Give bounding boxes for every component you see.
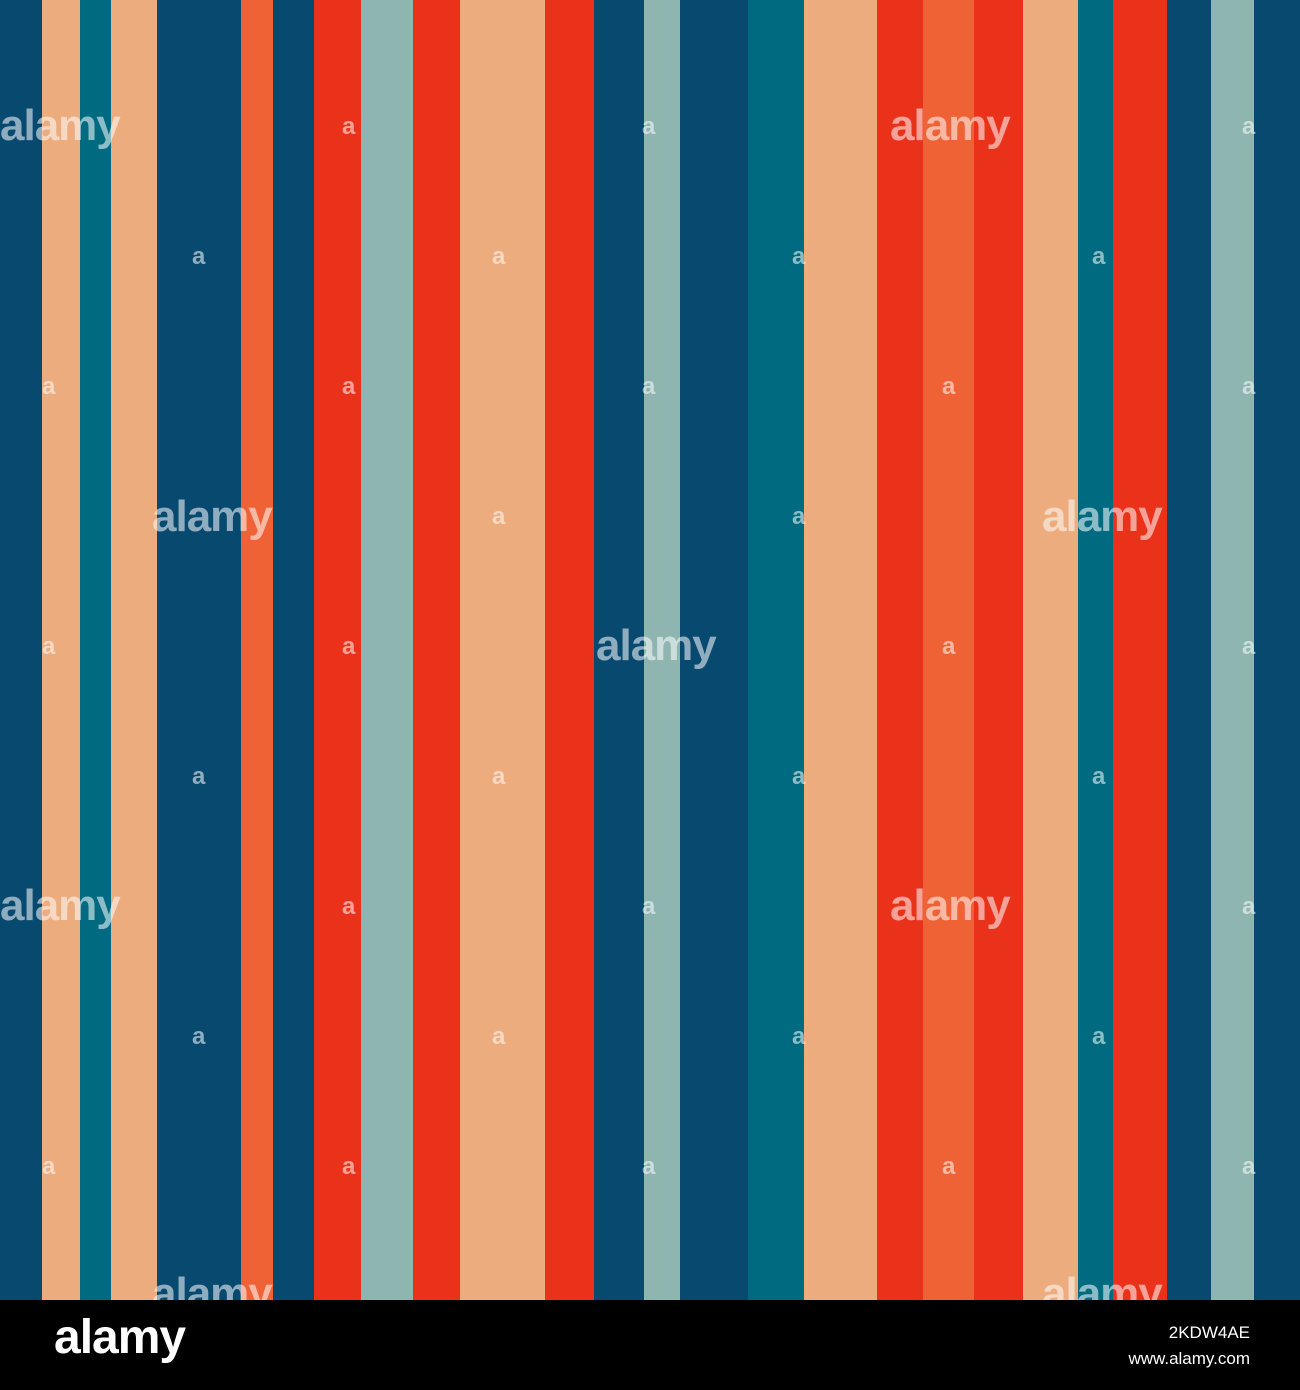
watermark-mark: a	[342, 893, 356, 920]
stripe-navy	[0, 0, 42, 1300]
watermark-mark: a	[642, 113, 656, 140]
watermark-text: alamy	[0, 101, 121, 150]
stripe-orange	[923, 0, 974, 1300]
watermark-mark: a	[792, 243, 806, 270]
watermark-mark: a	[42, 633, 56, 660]
watermark-mark: a	[642, 893, 656, 920]
watermark-mark: a	[342, 633, 356, 660]
stripe-peach	[1023, 0, 1078, 1300]
stripe-red	[545, 0, 594, 1300]
image-id: 2KDW4AE	[1168, 1323, 1250, 1342]
watermark-mark: a	[642, 1153, 656, 1180]
watermark-mark: a	[342, 113, 356, 140]
stripe-peach	[42, 0, 80, 1300]
watermark-mark: a	[1242, 633, 1256, 660]
watermark-mark: a	[1092, 1023, 1106, 1050]
watermark-mark: a	[942, 1153, 956, 1180]
stripe-sage	[1211, 0, 1254, 1300]
watermark-mark: a	[1092, 243, 1106, 270]
watermark-text: alamy	[890, 101, 1011, 150]
stripe-sage	[644, 0, 680, 1300]
watermark-mark: a	[492, 503, 506, 530]
stripe-teal	[80, 0, 111, 1300]
watermark-mark: a	[1092, 763, 1106, 790]
stripe-navy	[1167, 0, 1211, 1300]
watermark-mark: a	[192, 763, 206, 790]
stripe-red	[1113, 0, 1167, 1300]
watermark-mark: a	[1242, 893, 1256, 920]
watermark-text: alamy	[596, 621, 717, 670]
vertical-stripe-pattern	[0, 0, 1300, 1300]
watermark-mark: a	[342, 1153, 356, 1180]
watermark-mark: a	[492, 243, 506, 270]
stripe-teal	[1078, 0, 1113, 1300]
stripe-sage	[361, 0, 413, 1300]
alamy-logo: alamy	[54, 1311, 186, 1364]
watermark-mark: a	[492, 763, 506, 790]
site-url: www.alamy.com	[1128, 1349, 1250, 1368]
watermark-mark: a	[342, 373, 356, 400]
watermark-text: alamy	[1042, 492, 1163, 541]
watermark-mark: a	[942, 633, 956, 660]
watermark-mark: a	[1242, 113, 1256, 140]
stripe-red	[314, 0, 361, 1300]
stripe-peach	[804, 0, 877, 1300]
stripe-navy	[1254, 0, 1300, 1300]
watermark-mark: a	[1242, 1153, 1256, 1180]
watermark-mark: a	[192, 243, 206, 270]
stripe-navy	[594, 0, 644, 1300]
watermark-mark: a	[942, 373, 956, 400]
watermark-mark: a	[42, 1153, 56, 1180]
watermark-mark: a	[192, 1023, 206, 1050]
stripe-navy	[680, 0, 748, 1300]
stripe-orange	[241, 0, 273, 1300]
watermark-text: alamy	[890, 881, 1011, 930]
stripe-teal	[748, 0, 804, 1300]
watermark-text: alamy	[0, 881, 121, 930]
stripe-red	[877, 0, 923, 1300]
watermark-mark: a	[492, 1023, 506, 1050]
stripe-peach	[111, 0, 157, 1300]
watermark-mark: a	[642, 373, 656, 400]
watermark-footer: alamy 2KDW4AE www.alamy.com	[0, 1300, 1300, 1390]
watermark-mark: a	[42, 373, 56, 400]
watermark-mark: a	[792, 1023, 806, 1050]
stripe-red	[413, 0, 460, 1300]
watermark-mark: a	[792, 503, 806, 530]
watermark-mark: a	[792, 763, 806, 790]
stripe-red	[974, 0, 1023, 1300]
watermark-text: alamy	[152, 492, 273, 541]
stripe-peach	[460, 0, 545, 1300]
stripe-navy	[157, 0, 241, 1300]
stripe-navy	[273, 0, 314, 1300]
watermark-mark: a	[1242, 373, 1256, 400]
